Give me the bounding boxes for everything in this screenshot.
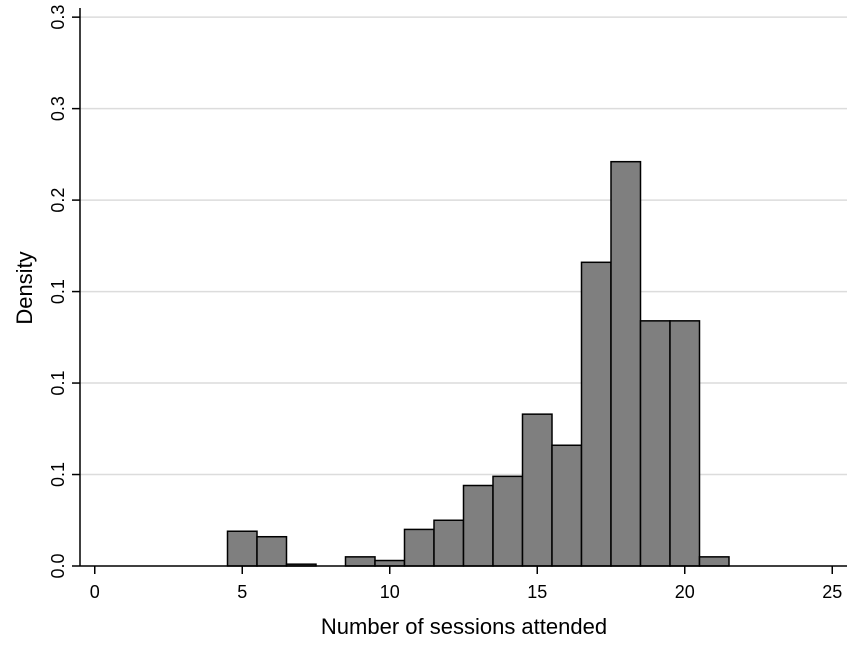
- y-tick-label-4: 0.2: [48, 188, 68, 213]
- histogram-bar-6: [256, 535, 288, 567]
- y-tick-label-2: 0.1: [48, 371, 68, 396]
- y-tick-label-6: 0.3: [48, 5, 68, 30]
- histogram-bar-20: [669, 320, 701, 567]
- bars: [226, 160, 730, 567]
- tick-labels: 0 5 10 15 20 25 0.0 0.1 0.1 0.1 0.2 0.3 0.3: [48, 5, 842, 602]
- gridlines: [80, 16, 847, 476]
- x-tick-label-4: 20: [675, 582, 695, 602]
- x-tick-label-5: 25: [822, 582, 842, 602]
- histogram-bar-12: [433, 519, 465, 567]
- histogram-bar-13: [462, 484, 494, 567]
- x-tick-label-1: 5: [237, 582, 247, 602]
- histogram-bar-14: [492, 475, 524, 567]
- x-tick-label-3: 15: [527, 582, 547, 602]
- histogram-bar-19: [639, 320, 671, 567]
- y-tick-label-3: 0.1: [48, 279, 68, 304]
- histogram-bar-5: [226, 530, 258, 567]
- histogram-bar-11: [403, 528, 435, 567]
- histogram-bar-15: [521, 413, 553, 567]
- x-tick-label-0: 0: [90, 582, 100, 602]
- histogram-bar-18: [610, 160, 642, 567]
- y-tick-label-1: 0.1: [48, 462, 68, 487]
- histogram-bar-17: [580, 261, 612, 567]
- y-tick-label-5: 0.3: [48, 96, 68, 121]
- y-tick-label-0: 0.0: [48, 553, 68, 578]
- histogram-bar-9: [344, 556, 376, 567]
- histogram-bar-16: [551, 444, 583, 567]
- y-axis-title: Density: [12, 251, 37, 324]
- x-tick-label-2: 10: [380, 582, 400, 602]
- x-axis-title: Number of sessions attended: [321, 614, 607, 639]
- histogram-bar-21: [698, 556, 730, 567]
- histogram-bar-10: [374, 559, 406, 567]
- axes: [72, 8, 847, 574]
